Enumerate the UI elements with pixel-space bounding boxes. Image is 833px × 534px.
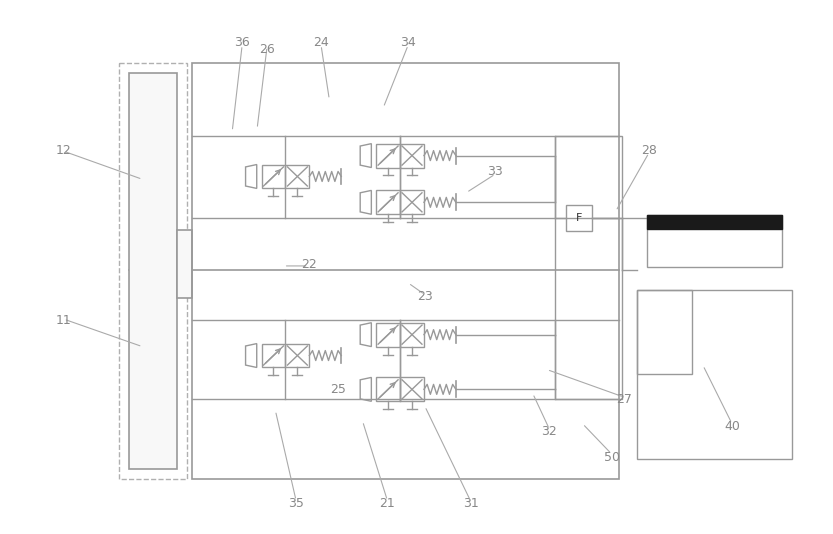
- Text: 50: 50: [604, 451, 620, 464]
- Text: 22: 22: [301, 258, 317, 271]
- Bar: [566, 205, 592, 231]
- Text: 24: 24: [313, 36, 329, 49]
- Bar: [377, 144, 400, 168]
- Text: 32: 32: [541, 425, 557, 438]
- Text: 34: 34: [401, 36, 416, 49]
- Text: 35: 35: [288, 497, 304, 510]
- Bar: [400, 144, 424, 168]
- Bar: [286, 343, 309, 367]
- Bar: [555, 136, 622, 399]
- Bar: [177, 230, 192, 298]
- Text: F: F: [576, 213, 582, 223]
- Bar: [377, 378, 400, 401]
- Bar: [400, 191, 424, 214]
- Text: 23: 23: [417, 290, 432, 303]
- Text: 26: 26: [259, 43, 275, 56]
- Bar: [400, 323, 424, 347]
- Bar: [377, 191, 400, 214]
- Bar: [637, 290, 692, 374]
- Text: 33: 33: [487, 165, 503, 178]
- Bar: [262, 343, 286, 367]
- Text: 21: 21: [380, 497, 396, 510]
- Bar: [119, 63, 187, 479]
- Bar: [637, 290, 791, 459]
- Text: 27: 27: [616, 394, 632, 406]
- Bar: [192, 63, 619, 479]
- Text: 36: 36: [234, 36, 250, 49]
- Bar: [647, 215, 782, 267]
- Bar: [647, 215, 782, 229]
- Text: 28: 28: [641, 144, 657, 156]
- Bar: [286, 164, 309, 189]
- Text: 40: 40: [724, 420, 740, 433]
- Bar: [377, 323, 400, 347]
- Bar: [400, 378, 424, 401]
- Text: 12: 12: [56, 144, 72, 156]
- Bar: [129, 73, 177, 469]
- Text: 25: 25: [330, 383, 346, 396]
- Text: 31: 31: [462, 497, 478, 510]
- Bar: [262, 164, 286, 189]
- Text: 11: 11: [56, 313, 72, 327]
